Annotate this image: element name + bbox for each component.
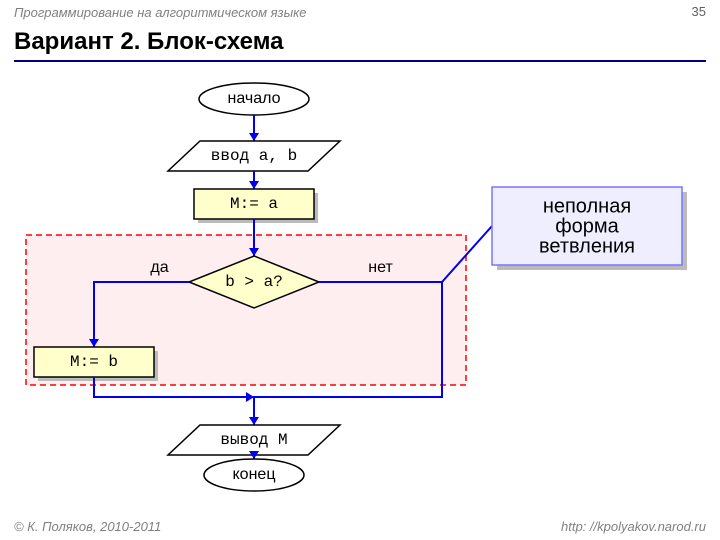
svg-text:M:= b: M:= b	[70, 353, 118, 371]
svg-text:нет: нет	[368, 259, 393, 276]
footer-url: http: //kpolyakov.narod.ru	[561, 519, 706, 534]
svg-text:ветвления: ветвления	[539, 235, 635, 257]
page-title: Вариант 2. Блок-схема	[0, 22, 720, 60]
svg-text:ввод a, b: ввод a, b	[211, 147, 297, 165]
page-number: 35	[692, 4, 706, 19]
svg-text:M:= a: M:= a	[230, 195, 278, 213]
svg-text:неполная: неполная	[543, 195, 631, 217]
svg-text:b > a?: b > a?	[225, 273, 283, 291]
svg-text:конец: конец	[233, 466, 276, 483]
svg-text:да: да	[150, 259, 168, 276]
svg-text:вывод M: вывод M	[220, 431, 287, 449]
title-underline	[14, 60, 706, 62]
header-subtitle: Программирование на алгоритмическом язык…	[14, 5, 307, 20]
footer-copyright: © К. Поляков, 2010-2011	[14, 519, 161, 534]
svg-text:форма: форма	[555, 215, 619, 237]
svg-text:начало: начало	[227, 90, 280, 107]
flowchart: начало ввод a, b M:= a b > a? да нет M:= b выво…	[14, 70, 706, 514]
